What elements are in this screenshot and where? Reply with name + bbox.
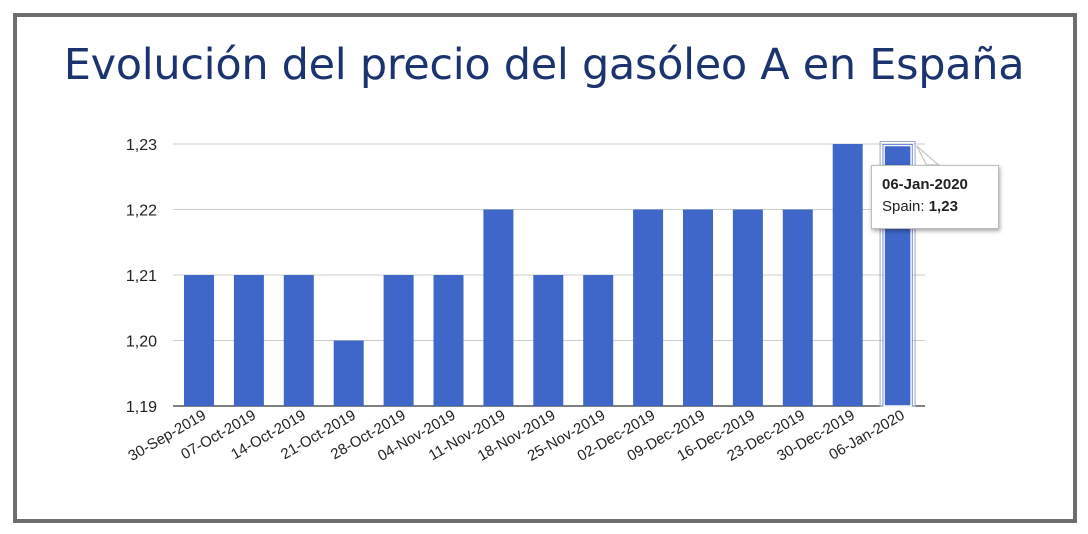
- y-tick-label: 1,23: [126, 137, 157, 154]
- tooltip-value: 1,23: [928, 198, 958, 215]
- tooltip: 06-Jan-2020 Spain: 1,23: [871, 165, 999, 229]
- bar[interactable]: [383, 275, 414, 406]
- chart-title: Evolución del precio del gasóleo A en Es…: [63, 40, 1025, 90]
- bar[interactable]: [633, 209, 664, 407]
- bar[interactable]: [333, 340, 364, 407]
- bar[interactable]: [184, 275, 214, 406]
- bar[interactable]: [483, 209, 514, 407]
- bar-highlight-inner: [883, 144, 912, 407]
- tooltip-series-label: Spain:: [882, 198, 925, 215]
- tooltip-date: 06-Jan-2020: [882, 176, 968, 193]
- tooltip-pointer: [916, 145, 940, 166]
- bar[interactable]: [533, 275, 564, 406]
- bars: [184, 141, 940, 407]
- bar[interactable]: [233, 275, 264, 406]
- bar[interactable]: [832, 144, 863, 406]
- y-axis-ticks: 1,19 1,20 1,21 1,22 1,23: [126, 137, 157, 416]
- y-tick-label: 1,22: [126, 203, 157, 220]
- bar[interactable]: [782, 209, 813, 407]
- bar[interactable]: [732, 209, 763, 407]
- bar[interactable]: [583, 275, 614, 406]
- y-tick-label: 1,21: [126, 268, 157, 285]
- bar[interactable]: [433, 275, 464, 406]
- x-axis-ticks: 30-Sep-201907-Oct-201914-Oct-201921-Oct-…: [125, 407, 907, 465]
- bar[interactable]: [683, 209, 713, 407]
- y-tick-label: 1,20: [126, 334, 157, 351]
- y-tick-label: 1,19: [126, 399, 157, 416]
- bar[interactable]: [283, 275, 314, 406]
